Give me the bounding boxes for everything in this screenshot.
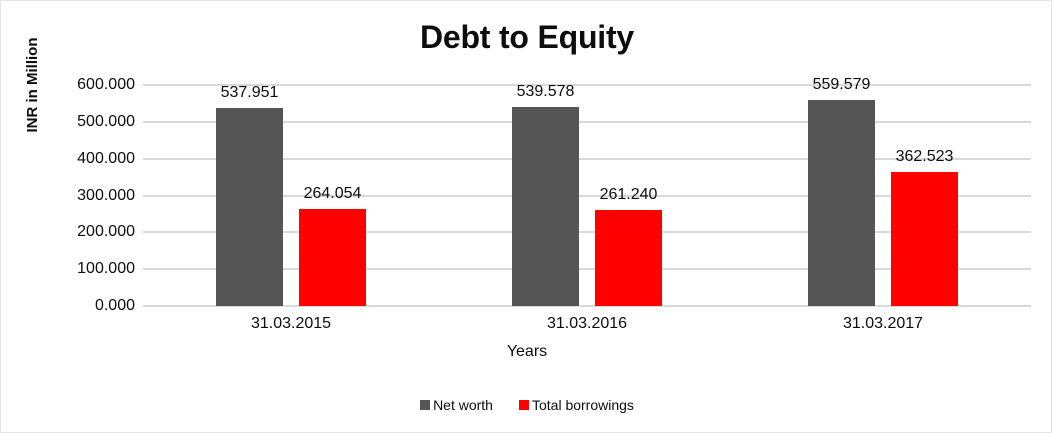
bar-value-label: 559.579 [812,75,871,93]
gridline [143,157,1031,160]
gridline [143,305,1031,307]
gridline [143,194,1031,197]
legend-swatch-icon [420,400,431,410]
y-axis-tick-labels: 0.000 100.000 200.000 300.000 400.000 500.000… [9,76,135,314]
legend-label: Net worth [433,397,493,413]
x-axis-category-label: 31.03.2016 [546,315,628,332]
x-axis-title: Years [506,343,548,360]
plot-area [143,84,1031,307]
y-axis-tick-label: 100.000 [77,260,135,278]
bar-value-label: 264.054 [303,184,362,202]
chart-title: Debt to Equity [419,19,635,55]
y-axis-tick-label: 200.000 [77,223,135,241]
bar-total-borrowings-31.03.2016[interactable] [595,209,662,306]
y-axis-tick-label: 500.000 [77,112,135,130]
gridline [143,120,1031,123]
gridline [143,231,1031,234]
bar-net-worth-31.03.2016[interactable] [512,107,579,306]
bar-value-label: 539.578 [516,83,575,101]
bar-net-worth-31.03.2017[interactable] [808,99,875,306]
bar-value-label: 261.240 [599,185,658,203]
legend-swatch-icon [518,400,529,410]
gridline [143,84,1031,86]
bar-value-label: 537.951 [220,83,279,101]
bar-total-borrowings-31.03.2015[interactable] [299,208,366,306]
gridline [143,268,1031,271]
legend: Net worth Total borrowings [1,397,1051,413]
x-axis-category-label: 31.03.2017 [842,315,924,332]
y-axis-tick-label: 0.000 [94,297,135,314]
bar-total-borrowings-31.03.2017[interactable] [891,172,958,306]
legend-item-net-worth[interactable]: Net worth [420,397,493,413]
y-axis-tick-label: 300.000 [77,186,135,204]
y-axis-tick-label: 600.000 [77,76,135,93]
legend-item-total-borrowings[interactable]: Total borrowings [518,397,634,413]
bar-value-label: 362.523 [895,148,954,166]
legend-label: Total borrowings [531,397,634,413]
x-axis-category-label: 31.03.2015 [250,315,332,332]
bar-net-worth-31.03.2015[interactable] [216,107,283,306]
y-axis-tick-label: 400.000 [77,149,135,167]
